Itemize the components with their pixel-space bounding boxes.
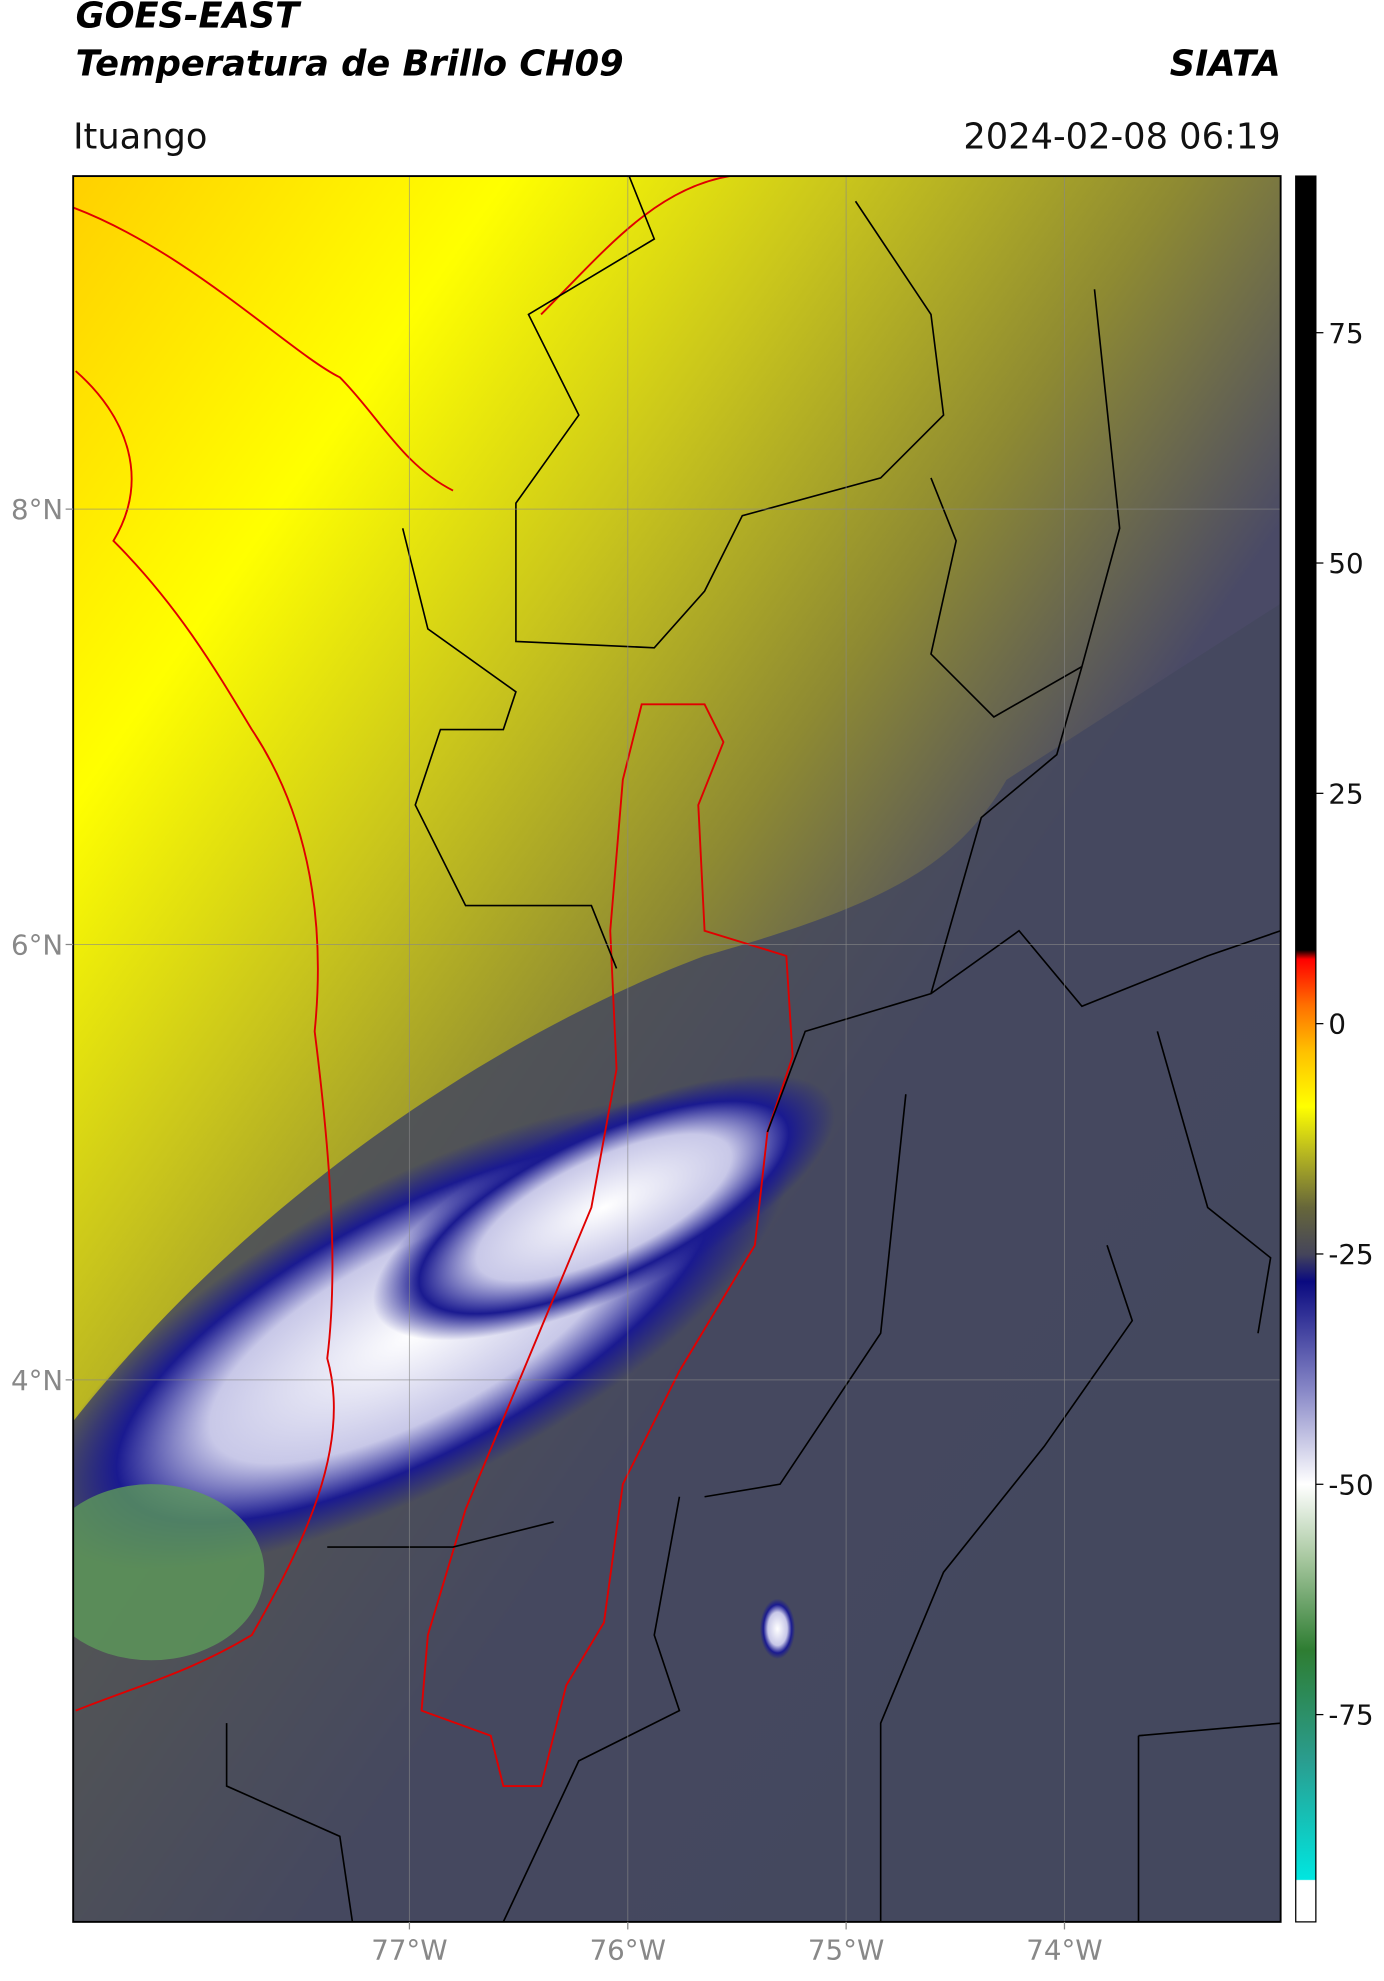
colorbar-tick-label: -50 <box>1328 1468 1373 1501</box>
colorbar-tick-label: -25 <box>1328 1238 1373 1271</box>
map-frame <box>72 175 1282 1923</box>
colorbar-tick-label: 25 <box>1328 777 1363 810</box>
y-tick-label: 6°N <box>11 929 63 962</box>
x-tick-label: 75°W <box>808 1934 884 1967</box>
datetime: 2024-02-08 06:19 <box>963 116 1280 157</box>
colorbar-tick-label: 75 <box>1328 317 1363 350</box>
subtitle: Temperatura de Brillo CH09 <box>76 43 624 84</box>
title: GOES-EAST <box>76 0 302 37</box>
x-tick-label: 76°W <box>590 1934 666 1967</box>
y-tick-label: 4°N <box>11 1364 63 1397</box>
x-tick-label: 77°W <box>371 1934 447 1967</box>
colorbar <box>1295 175 1317 1923</box>
colorbar-tick-label: -75 <box>1328 1699 1373 1732</box>
colorbar-tick-label: 50 <box>1328 547 1363 580</box>
x-tick-label: 74°W <box>1026 1934 1102 1967</box>
region: Ituango <box>73 116 207 157</box>
source: SIATA <box>1170 43 1281 84</box>
colorbar-tick-label: 0 <box>1328 1008 1346 1041</box>
map-field <box>73 176 1281 1922</box>
y-tick-label: 8°N <box>11 493 63 526</box>
grid <box>73 176 1281 1922</box>
